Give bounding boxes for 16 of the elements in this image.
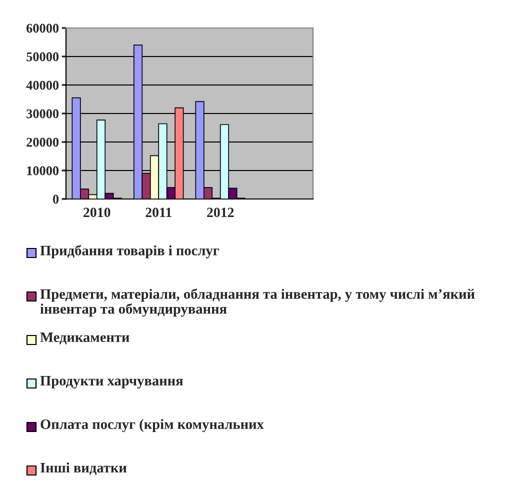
- legend-label: Предмети, матеріали, обладнання та інвентар, у тому числі м’який інвентар та обмундирування: [40, 288, 475, 317]
- y-tick-label: 40000: [26, 80, 59, 90]
- legend-label: Оплата послуг (крім комунальних: [40, 419, 264, 432]
- y-tick-label: 50000: [26, 52, 59, 62]
- y-tick-label: 60000: [26, 24, 59, 33]
- legend-label: Продукти харчування: [40, 376, 183, 388]
- legend-label: Медикаменти: [40, 332, 130, 344]
- x-tick-label: 2011: [146, 208, 172, 218]
- legend-label: Придбання товарів і послуг: [40, 245, 220, 258]
- y-tick-label: 30000: [26, 109, 59, 118]
- y-tick-label: 10000: [27, 166, 59, 176]
- y-tick-label: 0: [52, 194, 59, 204]
- legend-label: Інші видатки: [40, 462, 127, 475]
- y-tick-label: 20000: [26, 138, 59, 147]
- x-tick-label: 2010: [84, 208, 110, 218]
- x-tick-label: 2012: [207, 208, 234, 218]
